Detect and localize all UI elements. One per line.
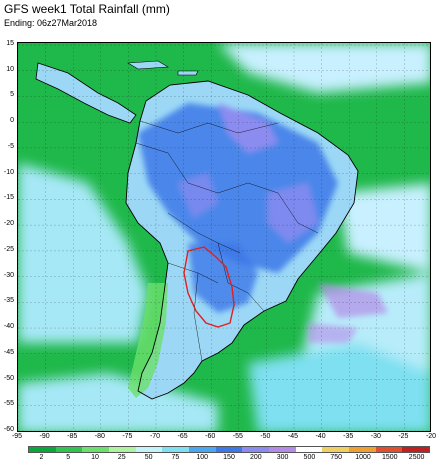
lon-label: -95 (11, 433, 23, 440)
lat-label: -20 (3, 220, 14, 228)
legend-label: 1500 (382, 454, 398, 461)
lat-label: 5 (10, 91, 14, 99)
legend-swatch (375, 447, 403, 452)
lat-label: 0 (10, 117, 14, 125)
lon-label: -65 (177, 433, 188, 440)
legend-swatch (135, 447, 163, 452)
lat-label: -25 (3, 245, 14, 253)
lon-label: -90 (39, 433, 50, 440)
legend-label: 200 (249, 454, 262, 461)
map-title: GFS week1 Total Rainfall (mm) (4, 2, 170, 16)
legend-label: 75 (171, 454, 180, 461)
legend-swatch (162, 447, 190, 452)
lon-label: -40 (315, 433, 326, 440)
legend-label: 25 (117, 454, 126, 461)
legend-label: 50 (144, 454, 153, 461)
lat-label: -55 (3, 400, 14, 408)
heavy-rain-zones (138, 103, 388, 343)
lon-label: -50 (260, 433, 271, 440)
rainfall-map (17, 42, 431, 432)
lon-label: -80 (94, 433, 105, 440)
lat-label: -60 (3, 426, 14, 433)
legend-label: 100 (196, 454, 209, 461)
caribbean-islands (127, 60, 199, 76)
central-america-coast (35, 62, 137, 124)
lat-label: 10 (6, 65, 14, 73)
graticule (18, 43, 430, 431)
lat-label: -5 (7, 142, 14, 150)
legend-swatch (295, 447, 323, 452)
legend-label: 2500 (408, 454, 425, 461)
lat-label: -45 (3, 348, 14, 356)
legend-swatch (242, 447, 270, 452)
legend-colorbar (28, 446, 430, 453)
legend-swatch (322, 447, 350, 452)
lat-label: -10 (3, 168, 14, 176)
lon-label: -25 (398, 433, 409, 440)
lon-label: -70 (149, 433, 161, 440)
legend-label: 300 (276, 454, 289, 461)
legend-swatch (269, 447, 296, 452)
legend-label: 5 (66, 454, 71, 461)
lat-label: 15 (6, 40, 14, 47)
legend-label: 750 (330, 454, 343, 461)
highlight-region-outline (183, 246, 235, 328)
legend-swatch (215, 447, 243, 452)
legend-label: 10 (91, 454, 99, 461)
legend-swatch (55, 447, 83, 452)
lon-label: -20 (425, 433, 437, 440)
legend-swatch (349, 447, 376, 452)
legend-swatch (29, 447, 56, 452)
legend-label: 150 (223, 454, 235, 461)
lon-label: -55 (232, 433, 243, 440)
legend-label: 1000 (355, 454, 371, 461)
legend-swatch (402, 447, 430, 452)
light-rain-bands (18, 43, 430, 431)
central-america-land (36, 63, 136, 123)
lon-label: -75 (122, 433, 133, 440)
lon-label: -35 (343, 433, 354, 440)
map-subtitle: Ending: 06z27Mar2018 (4, 18, 98, 28)
lat-label: -30 (3, 271, 14, 279)
legend-label: 2 (39, 454, 44, 461)
lon-label: -60 (205, 433, 216, 440)
lat-label: -15 (3, 194, 14, 202)
lat-label: -50 (3, 374, 14, 382)
lon-label: -85 (67, 433, 78, 440)
legend-label: 500 (303, 454, 316, 461)
lon-label: -30 (370, 433, 381, 440)
country-borders (135, 120, 319, 362)
legend-swatch (82, 447, 110, 452)
legend-swatch (109, 447, 136, 452)
legend-swatch (189, 447, 216, 452)
lat-label: -40 (3, 323, 14, 331)
patagonia-green (128, 283, 168, 398)
lon-label: -45 (287, 433, 299, 440)
rainfall-map-canvas (18, 43, 430, 431)
lat-label: -35 (3, 297, 14, 305)
